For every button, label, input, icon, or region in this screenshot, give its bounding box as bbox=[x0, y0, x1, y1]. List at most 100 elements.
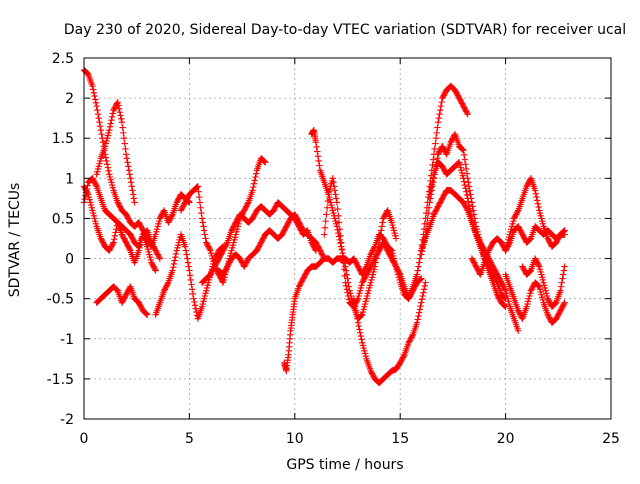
data-point bbox=[460, 178, 468, 185]
data-point bbox=[560, 228, 567, 236]
data-point bbox=[94, 106, 101, 114]
data-point bbox=[90, 89, 98, 96]
data-point bbox=[560, 227, 568, 235]
data-point bbox=[120, 135, 128, 142]
data-point bbox=[415, 263, 422, 270]
data-point bbox=[191, 298, 198, 306]
data-point bbox=[437, 102, 445, 110]
data-point bbox=[170, 264, 177, 271]
data-point bbox=[200, 223, 207, 230]
data-point bbox=[465, 201, 473, 209]
data-point bbox=[526, 236, 533, 244]
data-point bbox=[500, 294, 508, 301]
data-point bbox=[418, 299, 425, 306]
data-point bbox=[353, 311, 360, 318]
data-point bbox=[341, 272, 348, 280]
data-point bbox=[345, 296, 353, 303]
data-point bbox=[413, 319, 421, 326]
data-point bbox=[417, 302, 424, 310]
data-point bbox=[102, 154, 109, 161]
data-point bbox=[460, 147, 467, 154]
data-point bbox=[352, 303, 359, 310]
data-point bbox=[110, 239, 117, 246]
data-point bbox=[335, 233, 343, 240]
data-point bbox=[127, 175, 134, 182]
data-point bbox=[463, 188, 470, 195]
data-point bbox=[557, 283, 565, 290]
data-point bbox=[408, 332, 416, 340]
data-point bbox=[465, 179, 472, 186]
data-point bbox=[109, 110, 117, 117]
data-point bbox=[106, 123, 114, 131]
data-point bbox=[108, 116, 115, 124]
data-point bbox=[427, 187, 434, 195]
data-point bbox=[130, 195, 138, 202]
data-point bbox=[392, 235, 400, 242]
data-point bbox=[108, 113, 116, 121]
data-point bbox=[193, 184, 200, 191]
data-point bbox=[106, 127, 113, 134]
data-point bbox=[334, 205, 341, 213]
data-point bbox=[199, 219, 206, 226]
data-point bbox=[330, 183, 338, 190]
data-point bbox=[189, 290, 197, 298]
data-point bbox=[122, 151, 130, 158]
data-point bbox=[322, 217, 329, 225]
data-point bbox=[115, 105, 123, 113]
data-point bbox=[560, 271, 567, 278]
data-point bbox=[358, 312, 365, 319]
data-point bbox=[376, 235, 384, 242]
data-point bbox=[515, 327, 522, 334]
data-points bbox=[80, 66, 568, 387]
data-point bbox=[189, 286, 196, 293]
series-arc-12 bbox=[321, 175, 425, 310]
data-point bbox=[462, 185, 469, 192]
data-point bbox=[200, 227, 208, 234]
data-point bbox=[463, 170, 471, 177]
data-point bbox=[126, 245, 133, 253]
data-point bbox=[113, 286, 120, 293]
data-point bbox=[122, 145, 129, 153]
x-tick-label: 10 bbox=[286, 431, 304, 447]
data-point bbox=[321, 224, 329, 232]
data-point bbox=[223, 240, 230, 248]
data-point bbox=[125, 163, 132, 170]
data-point bbox=[164, 280, 171, 288]
series-arc-4 bbox=[93, 98, 138, 206]
data-point bbox=[261, 158, 268, 165]
data-point bbox=[420, 289, 427, 296]
data-point bbox=[466, 187, 473, 194]
data-point bbox=[558, 279, 566, 286]
data-point bbox=[514, 208, 521, 215]
data-point bbox=[559, 275, 566, 282]
data-point bbox=[312, 139, 320, 146]
data-point bbox=[534, 200, 542, 207]
data-point bbox=[534, 197, 541, 204]
data-point bbox=[96, 118, 103, 126]
data-point bbox=[118, 118, 126, 126]
data-point bbox=[463, 191, 471, 199]
data-point bbox=[323, 211, 330, 218]
chart-title: Day 230 of 2020, Sidereal Day-to-day VTE… bbox=[64, 22, 626, 38]
data-point bbox=[202, 235, 209, 242]
series-arc-13 bbox=[350, 279, 429, 387]
data-point bbox=[196, 193, 203, 201]
data-point bbox=[91, 92, 98, 100]
data-point bbox=[426, 199, 433, 206]
data-point bbox=[434, 118, 442, 126]
data-point bbox=[103, 157, 110, 165]
series-arc-21 bbox=[519, 255, 568, 310]
data-point bbox=[324, 197, 332, 205]
data-point bbox=[561, 299, 568, 306]
data-point bbox=[460, 175, 467, 182]
data-point bbox=[98, 131, 105, 138]
data-point bbox=[198, 215, 206, 222]
x-axis-label: GPS time / hours bbox=[286, 457, 403, 473]
data-point bbox=[425, 209, 432, 217]
data-point bbox=[155, 254, 163, 261]
data-point bbox=[333, 195, 340, 202]
data-point bbox=[124, 159, 131, 166]
data-point bbox=[314, 153, 322, 160]
